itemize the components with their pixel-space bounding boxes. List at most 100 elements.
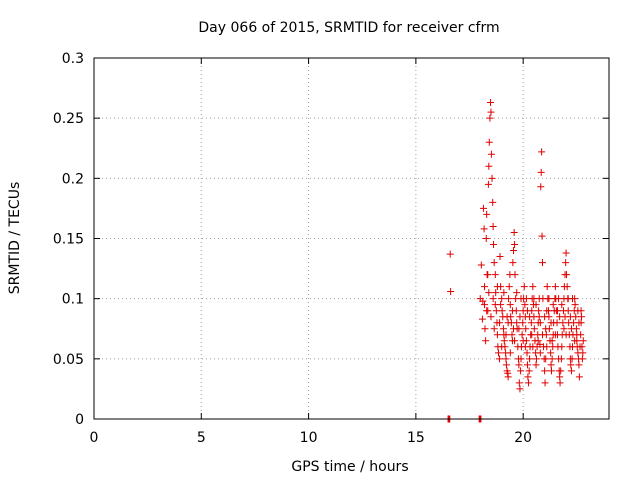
data-point: [522, 295, 530, 303]
data-point: [481, 301, 489, 309]
data-point: [479, 297, 487, 305]
data-point: [498, 295, 506, 303]
data-point: [543, 343, 551, 351]
data-point: [515, 379, 523, 387]
data-point: [545, 295, 553, 303]
data-point: [554, 307, 561, 315]
data-point: [510, 247, 518, 255]
x-tick-label: 5: [197, 430, 206, 446]
data-point: [513, 289, 521, 297]
data-point: [494, 349, 502, 357]
data-point: [561, 313, 569, 321]
data-point: [548, 337, 556, 345]
data-point: [518, 331, 526, 339]
data-point: [532, 355, 540, 363]
data-point: [521, 343, 529, 351]
data-point: [516, 313, 524, 321]
data-point: [497, 301, 505, 309]
data-point: [484, 180, 492, 188]
data-point: [496, 355, 504, 363]
data-point: [558, 301, 566, 309]
data-point: [538, 331, 546, 339]
data-point: [578, 355, 586, 363]
data-point: [563, 271, 571, 279]
data-point: [567, 325, 575, 333]
data-point: [480, 225, 488, 233]
data-point: [567, 367, 575, 375]
data-point: [568, 355, 576, 363]
data-point: [542, 355, 550, 363]
y-tick-label: 0: [75, 412, 84, 428]
data-point: [510, 325, 518, 333]
data-point: [483, 307, 491, 315]
y-tick-label: 0.15: [53, 232, 84, 248]
data-point: [543, 283, 551, 291]
y-tick-label: 0.3: [62, 51, 84, 67]
data-point: [515, 361, 523, 369]
data-point: [477, 261, 485, 269]
data-point: [563, 283, 571, 291]
data-point: [505, 295, 513, 303]
data-point: [493, 283, 501, 291]
data-point: [560, 325, 568, 333]
x-tick-label: 0: [90, 430, 99, 446]
data-point: [541, 367, 549, 375]
data-point: [527, 319, 535, 327]
data-point: [579, 337, 587, 345]
data-point: [525, 379, 533, 387]
data-point: [524, 373, 532, 381]
data-point: [555, 295, 563, 303]
data-point: [481, 325, 489, 333]
data-point: [485, 138, 493, 146]
data-point: [556, 373, 564, 381]
data-point: [519, 337, 527, 345]
data-point: [506, 349, 514, 357]
data-point: [484, 271, 492, 279]
data-point: [485, 289, 493, 297]
data-point: [530, 295, 538, 303]
data-point: [485, 162, 493, 170]
data-point: [523, 361, 531, 369]
data-point: [530, 325, 538, 333]
data-point: [502, 331, 510, 339]
data-point: [529, 343, 537, 351]
data-point: [549, 301, 557, 309]
data-point: [537, 168, 545, 176]
data-point: [496, 253, 504, 261]
data-point: [502, 361, 510, 369]
data-point: [510, 228, 518, 236]
data-point: [519, 319, 527, 327]
data-point: [506, 301, 514, 309]
data-point: [493, 331, 501, 339]
data-point: [496, 319, 504, 327]
data-point: [551, 331, 559, 339]
data-point: [490, 325, 498, 333]
data-point: [578, 343, 586, 351]
data-point: [579, 349, 587, 357]
data-point: [522, 325, 530, 333]
data-point: [526, 313, 534, 321]
data-point: [516, 385, 524, 393]
data-point: [487, 108, 495, 116]
data-point: [482, 235, 490, 242]
data-point: [564, 295, 572, 303]
data-point: [487, 99, 495, 107]
data-point: [575, 319, 583, 327]
data-point: [532, 361, 540, 369]
data-point: [511, 241, 519, 249]
data-point: [538, 259, 546, 267]
data-point: [557, 355, 565, 363]
data-point: [551, 283, 559, 291]
data-point: [557, 367, 565, 375]
data-point: [556, 379, 564, 387]
x-tick-label: 20: [514, 430, 532, 446]
data-point: [534, 337, 542, 345]
data-point: [498, 343, 506, 351]
data-point: [562, 259, 570, 267]
data-point: [547, 361, 555, 369]
data-point: [574, 307, 582, 315]
data-point: [536, 340, 544, 348]
data-point: [481, 283, 489, 291]
